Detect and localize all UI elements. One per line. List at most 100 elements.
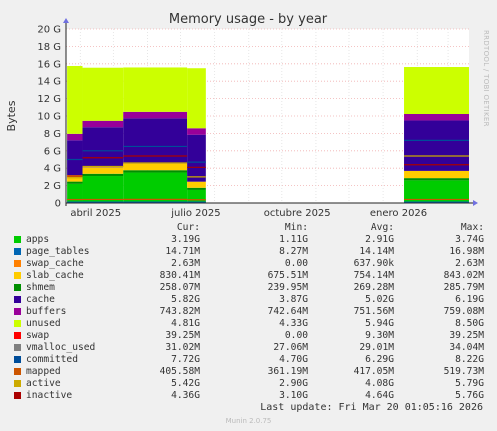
legend-row-apps: apps 3.19G 1.11G 2.91G 3.74G bbox=[12, 234, 488, 246]
legend-min: 675.51M bbox=[267, 270, 308, 281]
area-unused bbox=[187, 68, 206, 129]
legend-swatch bbox=[14, 344, 21, 351]
header-avg: Avg: bbox=[370, 222, 394, 233]
x-tick-label: enero 2026 bbox=[370, 208, 427, 219]
legend-max: 3.74G bbox=[455, 234, 484, 245]
y-tick-label: 14 G bbox=[37, 77, 61, 88]
area-buffers bbox=[187, 128, 206, 135]
legend-max: 8.22G bbox=[455, 354, 484, 365]
area-apps bbox=[404, 180, 469, 203]
legend-row-active: active 5.42G 2.90G 4.08G 5.79G bbox=[12, 378, 488, 390]
area-slab-cache bbox=[404, 170, 469, 179]
legend-avg: 751.56M bbox=[353, 306, 394, 317]
legend-label: apps bbox=[26, 234, 50, 245]
legend-row-committed: committed 7.72G 4.70G 6.29G 8.22G bbox=[12, 354, 488, 366]
area-apps bbox=[123, 172, 188, 203]
legend-label: mapped bbox=[26, 366, 61, 377]
legend-row-page-tables: page_tables 14.71M 8.27M 14.14M 16.98M bbox=[12, 246, 488, 258]
legend-cur: 5.42G bbox=[171, 378, 200, 389]
legend-avg: 6.29G bbox=[365, 354, 394, 365]
legend-min: 239.95M bbox=[267, 282, 308, 293]
y-tick-label: 6 G bbox=[44, 146, 61, 157]
legend-label: inactive bbox=[26, 390, 73, 401]
last-update: Last update: Fri Mar 20 01:05:16 2026 bbox=[260, 402, 483, 413]
legend-cur: 258.07M bbox=[159, 282, 200, 293]
area-buffers bbox=[404, 113, 469, 121]
legend-max: 5.79G bbox=[455, 378, 484, 389]
legend-max: 519.73M bbox=[443, 366, 484, 377]
legend-cur: 31.02M bbox=[165, 342, 200, 353]
header-min: Min: bbox=[284, 222, 308, 233]
legend-label: swap bbox=[26, 330, 50, 341]
legend-min: 361.19M bbox=[267, 366, 308, 377]
legend-cur: 743.82M bbox=[159, 306, 200, 317]
y-tick-label: 20 G bbox=[37, 25, 61, 36]
area-unused bbox=[123, 67, 188, 112]
legend-label: cache bbox=[26, 294, 55, 305]
area-apps bbox=[82, 176, 124, 203]
legend-min: 0.00 bbox=[284, 258, 308, 269]
legend-swatch bbox=[14, 284, 21, 291]
y-axis-arrow bbox=[63, 18, 69, 23]
area-buffers bbox=[67, 133, 83, 141]
legend-avg: 5.94G bbox=[365, 318, 394, 329]
area-slab-cache bbox=[82, 167, 124, 174]
area-shmem bbox=[67, 181, 83, 184]
legend-row-inactive: inactive 4.36G 3.10G 4.64G 5.76G bbox=[12, 390, 488, 402]
x-tick-label: abril 2025 bbox=[70, 208, 121, 219]
area-shmem bbox=[123, 170, 188, 173]
area-cache bbox=[123, 118, 188, 164]
area-unused bbox=[82, 67, 124, 121]
y-tick-label: 4 G bbox=[44, 164, 61, 175]
legend-avg: 269.28M bbox=[353, 282, 394, 293]
legend-min: 8.27M bbox=[279, 246, 308, 257]
legend-cur: 830.41M bbox=[159, 270, 200, 281]
legend-swatch bbox=[14, 248, 21, 255]
legend-min: 27.06M bbox=[273, 342, 308, 353]
memory-chart: Memory usage - by year Bytes RRDTOOL / T… bbox=[5, 12, 490, 219]
legend-cur: 405.58M bbox=[159, 366, 200, 377]
legend-avg: 637.90k bbox=[353, 258, 394, 269]
area-cache bbox=[187, 134, 206, 182]
legend-swatch bbox=[14, 380, 21, 387]
area-shmem bbox=[404, 178, 469, 181]
legend-label: vmalloc_used bbox=[26, 342, 96, 353]
y-tick-label: 16 G bbox=[37, 59, 61, 70]
x-tick-label: octubre 2025 bbox=[264, 208, 331, 219]
legend-row-unused: unused 4.81G 4.33G 5.94G 8.50G bbox=[12, 318, 488, 330]
legend-max: 8.50G bbox=[455, 318, 484, 329]
legend-max: 759.08M bbox=[443, 306, 484, 317]
legend-row-cache: cache 5.82G 3.87G 5.02G 6.19G bbox=[12, 294, 488, 306]
y-tick-label: 8 G bbox=[44, 129, 61, 140]
area-shmem bbox=[187, 187, 206, 190]
legend-avg: 5.02G bbox=[365, 294, 394, 305]
legend-row-swap: swap 39.25M 0.00 9.30M 39.25M bbox=[12, 330, 488, 342]
legend-header: Cur: Min: Avg: Max: bbox=[12, 222, 488, 234]
area-unused bbox=[404, 67, 469, 114]
legend-row-vmalloc-used: vmalloc_used 31.02M 27.06M 29.01M 34.04M bbox=[12, 342, 488, 354]
legend-row-swap-cache: swap_cache 2.63M 0.00 637.90k 2.63M bbox=[12, 258, 488, 270]
legend-min: 742.64M bbox=[267, 306, 308, 317]
legend-label: committed bbox=[26, 354, 78, 365]
area-apps bbox=[67, 183, 83, 203]
area-cache bbox=[82, 127, 124, 168]
area-cache bbox=[404, 120, 469, 171]
legend-label: buffers bbox=[26, 306, 67, 317]
legend-label: slab_cache bbox=[26, 270, 84, 281]
x-axis-arrow bbox=[473, 200, 478, 206]
header-max: Max: bbox=[460, 222, 484, 233]
legend-min: 4.70G bbox=[279, 354, 308, 365]
legend-min: 0.00 bbox=[284, 330, 308, 341]
area-buffers bbox=[123, 111, 188, 119]
y-tick-label: 12 G bbox=[37, 94, 61, 105]
area-shmem bbox=[82, 173, 124, 177]
legend-max: 39.25M bbox=[449, 330, 484, 341]
legend-row-shmem: shmem 258.07M 239.95M 269.28M 285.79M bbox=[12, 282, 488, 294]
stacked-areas bbox=[67, 65, 469, 203]
area-cache bbox=[67, 140, 83, 176]
area-buffers bbox=[82, 120, 124, 128]
area-unused bbox=[67, 65, 83, 134]
legend-avg: 754.14M bbox=[353, 270, 394, 281]
legend-max: 6.19G bbox=[455, 294, 484, 305]
legend-row-slab-cache: slab_cache 830.41M 675.51M 754.14M 843.02M bbox=[12, 270, 488, 282]
